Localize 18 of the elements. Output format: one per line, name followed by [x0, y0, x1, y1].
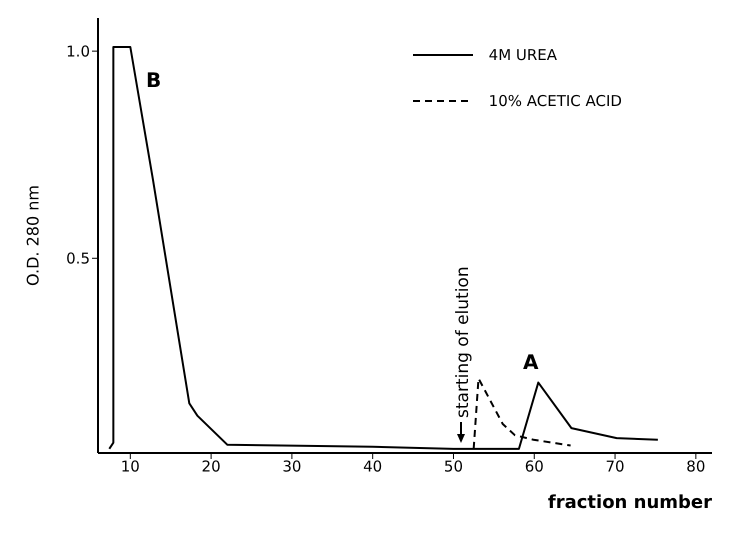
- annotation: B: [146, 68, 162, 92]
- y-tick-label: 1.0: [66, 42, 90, 60]
- x-tick-label: 50: [444, 458, 464, 476]
- x-tick-label: 70: [606, 458, 625, 476]
- annotation: starting of elution: [453, 266, 473, 418]
- annotation: A: [523, 350, 538, 374]
- x-tick-label: 10: [120, 458, 140, 476]
- line-series: [108, 46, 659, 450]
- x-axis-title: fraction number: [548, 492, 712, 513]
- y-tick-label: 0.5: [66, 250, 90, 268]
- x-tick-label: 40: [363, 458, 382, 476]
- y-axis-title: O.D. 280 nm: [24, 185, 43, 286]
- x-tick-label: 20: [202, 458, 221, 476]
- x-tick-label: 80: [686, 458, 706, 476]
- x-tick-label: 60: [524, 458, 544, 476]
- legend-label: 4M UREA: [488, 46, 558, 64]
- x-tick-label: 30: [282, 458, 302, 476]
- legend-label: 10% ACETIC ACID: [488, 92, 622, 110]
